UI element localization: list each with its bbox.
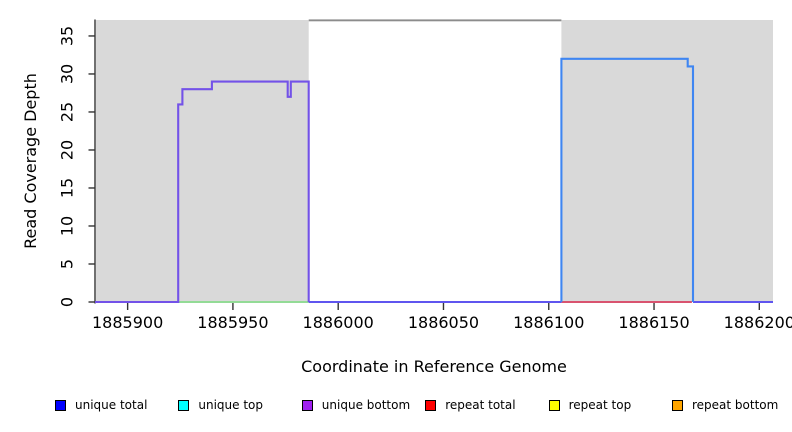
legend-item: unique total <box>55 398 147 412</box>
legend-label: unique total <box>75 398 148 412</box>
x-axis-title: Coordinate in Reference Genome <box>301 357 567 376</box>
x-tick-label: 1886050 <box>407 313 480 332</box>
y-axis-title: Read Coverage Depth <box>21 73 40 249</box>
series-line <box>560 57 695 302</box>
legend-swatch-icon <box>301 399 313 411</box>
y-tick-label: 25 <box>57 101 77 123</box>
y-tick-label: 5 <box>57 258 77 270</box>
x-tick-label: 1886100 <box>513 313 585 332</box>
legend-swatch-icon <box>55 399 66 411</box>
legend-swatch-icon <box>672 399 683 411</box>
series-line <box>95 80 310 304</box>
y-tick-label: 15 <box>57 177 77 199</box>
legend-label: repeat bottom <box>692 398 779 412</box>
y-tick-label: 35 <box>57 25 77 47</box>
shaded-region <box>561 20 773 302</box>
legend-item: repeat bottom <box>672 398 778 412</box>
y-tick-label: 0 <box>57 296 77 308</box>
legend-item: repeat total <box>425 398 516 412</box>
y-tick-label: 20 <box>57 139 77 161</box>
y-tick-label: 10 <box>57 215 77 237</box>
legend-item: repeat top <box>548 398 632 412</box>
legend: unique total unique top unique bottom repea… <box>0 398 792 418</box>
plot-top-border <box>308 19 562 22</box>
legend-swatch-icon <box>548 399 560 411</box>
x-tick-label: 1886000 <box>302 313 374 332</box>
shaded-region <box>96 20 309 302</box>
legend-swatch-icon <box>425 399 437 411</box>
x-tick-label: 1885950 <box>197 313 269 332</box>
x-tick-label: 1886150 <box>618 313 690 332</box>
legend-item: unique top <box>178 398 263 412</box>
legend-swatch-icon <box>178 399 190 411</box>
legend-label: repeat top <box>568 398 632 412</box>
legend-item: unique bottom <box>301 398 411 412</box>
y-tick-label: 30 <box>57 63 77 85</box>
x-tick-label: 1885900 <box>91 313 164 332</box>
legend-label: unique top <box>198 398 264 412</box>
x-tick-label: 1886200 <box>723 313 792 332</box>
legend-label: repeat total <box>445 398 516 412</box>
legend-label: unique bottom <box>321 398 411 412</box>
